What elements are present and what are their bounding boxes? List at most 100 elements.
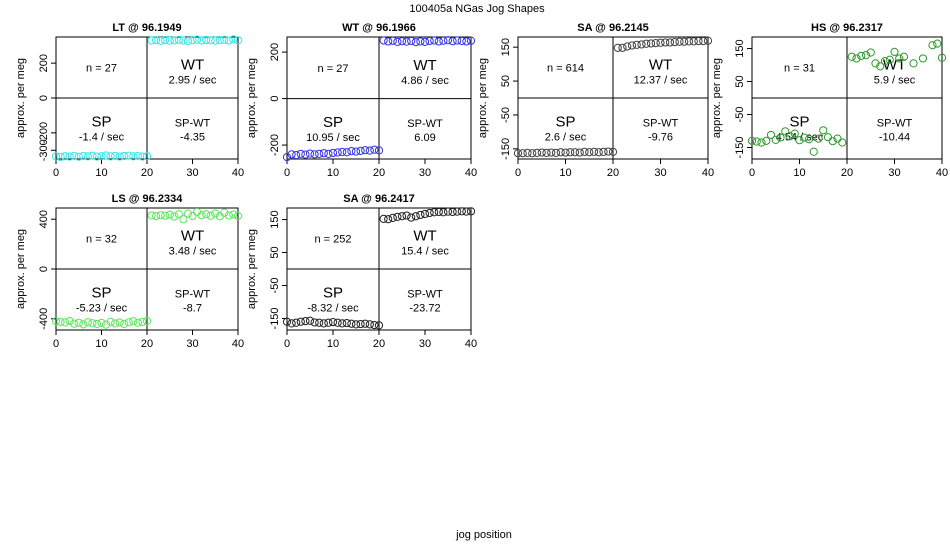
y-tick-label: -150	[500, 138, 512, 160]
spwt-label: SP-WT	[643, 118, 679, 130]
data-point	[356, 319, 365, 329]
spwt-value: -10.44	[879, 132, 910, 144]
data-point	[206, 211, 215, 220]
data-point	[402, 37, 411, 46]
spwt-label: SP-WT	[877, 118, 913, 130]
data-point	[315, 149, 324, 158]
data-point	[680, 37, 689, 46]
panel-title: LT @ 96.1949	[112, 22, 181, 34]
data-point	[809, 147, 818, 156]
data-point	[551, 148, 561, 157]
data-point	[684, 37, 694, 46]
x-tick-label: 40	[232, 338, 244, 350]
data-point	[790, 129, 799, 138]
data-point	[183, 209, 193, 218]
data-point	[129, 152, 138, 161]
data-point	[393, 37, 402, 46]
sp-rate: 10.95 / sec	[306, 132, 360, 144]
data-point	[370, 145, 379, 154]
data-point	[407, 36, 416, 46]
data-point	[909, 59, 918, 68]
y-tick-label: 0	[38, 266, 50, 272]
y-tick-label: 50	[500, 75, 512, 87]
data-point	[170, 36, 179, 45]
data-point	[556, 148, 565, 157]
data-point	[656, 38, 665, 47]
data-point	[885, 55, 894, 64]
data-point	[880, 56, 890, 66]
data-point	[838, 138, 847, 147]
data-point	[296, 317, 305, 326]
data-point	[338, 147, 347, 157]
data-point	[443, 36, 453, 45]
data-point	[347, 146, 356, 156]
x-tick-label: 40	[465, 338, 477, 350]
data-point	[174, 35, 183, 44]
y-tick-label: -150	[734, 136, 746, 158]
sp-label: SP	[91, 285, 111, 302]
data-point	[604, 147, 613, 156]
data-point	[699, 36, 708, 46]
data-point	[637, 40, 646, 49]
wt-label: WT	[181, 228, 204, 245]
data-point	[528, 149, 537, 158]
n-label: n = 27	[86, 63, 117, 75]
wt-rate: 4.86 / sec	[401, 75, 449, 87]
data-point	[561, 148, 570, 157]
x-tick-label: 40	[232, 167, 244, 179]
data-point	[361, 146, 370, 155]
x-tick-label: 20	[841, 167, 853, 179]
y-tick-label: -50	[500, 107, 512, 123]
data-point	[92, 152, 102, 161]
y-tick-label: -300	[38, 139, 50, 161]
sp-rate: 2.6 / sec	[545, 132, 587, 144]
spwt-label: SP-WT	[175, 118, 211, 130]
data-point	[79, 151, 88, 161]
data-point	[747, 136, 757, 145]
data-point	[74, 318, 83, 327]
data-point	[425, 208, 434, 218]
data-point	[133, 151, 142, 160]
data-point	[220, 208, 229, 217]
sp-label: SP	[323, 285, 343, 302]
wt-rate: 3.48 / sec	[169, 246, 217, 258]
data-point	[466, 207, 476, 216]
data-point	[88, 319, 97, 328]
n-label: n = 614	[547, 63, 584, 75]
data-point	[115, 152, 124, 161]
data-point	[356, 146, 365, 155]
data-point	[142, 152, 152, 161]
spwt-value: -4.35	[180, 132, 205, 144]
spwt-label: SP-WT	[407, 118, 443, 130]
data-point	[379, 214, 388, 223]
data-point	[70, 151, 79, 160]
sp-label: SP	[91, 114, 111, 131]
data-point	[292, 318, 301, 327]
spwt-value: 6.09	[414, 132, 435, 144]
x-tick-label: 30	[419, 338, 431, 350]
data-point	[397, 37, 407, 46]
data-point	[852, 54, 861, 63]
data-point	[224, 211, 233, 220]
data-point	[785, 132, 795, 141]
data-point	[92, 319, 102, 329]
data-point	[448, 37, 457, 46]
data-point	[752, 137, 761, 146]
panel-title: LS @ 96.2334	[112, 193, 184, 205]
data-point	[416, 210, 425, 220]
y-axis-label: approx. per meg	[246, 58, 258, 138]
data-point	[407, 213, 416, 222]
spwt-value: -23.72	[409, 303, 440, 315]
x-tick-label: 10	[95, 167, 107, 179]
data-point	[462, 207, 471, 216]
data-point	[814, 134, 823, 143]
x-tick-label: 20	[141, 167, 153, 179]
data-point	[301, 316, 310, 326]
data-point	[156, 36, 165, 45]
n-label: n = 252	[314, 234, 351, 246]
data-point	[111, 151, 120, 160]
y-tick-label: -200	[38, 122, 50, 144]
x-tick-label: 0	[53, 338, 59, 350]
data-point	[899, 52, 909, 61]
